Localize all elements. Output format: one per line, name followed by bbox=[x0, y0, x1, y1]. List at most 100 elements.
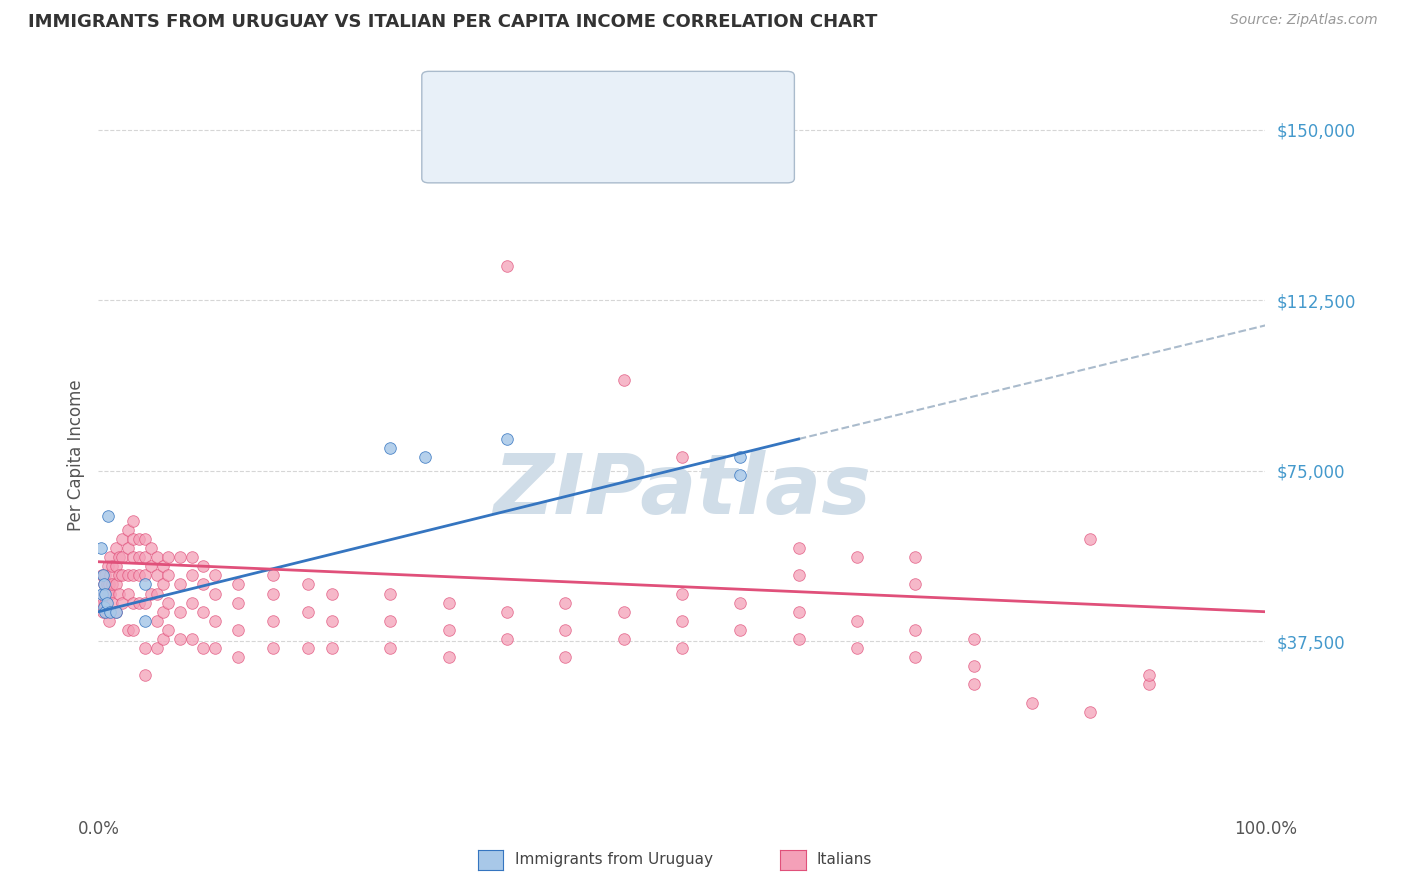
Point bbox=[93, 586, 115, 600]
Point bbox=[554, 650, 576, 665]
Point bbox=[94, 586, 117, 600]
Point bbox=[157, 568, 180, 582]
Point bbox=[962, 659, 984, 673]
Point bbox=[152, 632, 174, 646]
Point bbox=[146, 550, 169, 565]
Point bbox=[134, 550, 156, 565]
Point bbox=[98, 586, 121, 600]
Point bbox=[787, 568, 810, 582]
Point bbox=[193, 605, 215, 619]
Point bbox=[297, 577, 319, 591]
Point bbox=[787, 605, 810, 619]
Point bbox=[101, 577, 124, 591]
Point bbox=[730, 468, 752, 483]
Point bbox=[111, 596, 134, 610]
Point bbox=[128, 550, 150, 565]
Point bbox=[98, 568, 121, 582]
Point bbox=[128, 532, 150, 546]
Text: 0.534: 0.534 bbox=[541, 95, 598, 112]
Point bbox=[321, 614, 343, 628]
Point bbox=[139, 586, 162, 600]
Point bbox=[180, 568, 202, 582]
Point bbox=[94, 596, 117, 610]
Point bbox=[97, 509, 120, 524]
Point bbox=[111, 550, 134, 565]
Point bbox=[117, 623, 139, 637]
Point bbox=[554, 623, 576, 637]
Point bbox=[169, 577, 191, 591]
Point bbox=[128, 568, 150, 582]
Point bbox=[612, 632, 634, 646]
Point bbox=[146, 568, 169, 582]
Point bbox=[321, 586, 343, 600]
Point bbox=[134, 577, 156, 591]
Text: 132: 132 bbox=[651, 144, 689, 161]
Point bbox=[1137, 668, 1160, 682]
Point bbox=[495, 432, 517, 446]
Point bbox=[134, 668, 156, 682]
Text: 18: 18 bbox=[651, 95, 676, 112]
Point bbox=[671, 614, 693, 628]
Point bbox=[228, 623, 250, 637]
Point bbox=[671, 450, 693, 465]
Point bbox=[612, 373, 634, 387]
Point bbox=[122, 532, 145, 546]
Point bbox=[904, 550, 927, 565]
Point bbox=[180, 632, 202, 646]
Point bbox=[128, 596, 150, 610]
Point bbox=[962, 677, 984, 691]
Point bbox=[904, 623, 927, 637]
Point bbox=[554, 596, 576, 610]
Point bbox=[90, 541, 112, 555]
Text: N =: N = bbox=[614, 95, 654, 112]
Point bbox=[97, 577, 120, 591]
Point bbox=[101, 559, 124, 574]
Point bbox=[108, 550, 131, 565]
Point bbox=[96, 596, 118, 610]
Point bbox=[146, 614, 169, 628]
Point bbox=[228, 577, 250, 591]
Point bbox=[146, 641, 169, 656]
Point bbox=[104, 605, 127, 619]
Point bbox=[97, 614, 120, 628]
Text: N =: N = bbox=[614, 144, 654, 161]
Point bbox=[180, 596, 202, 610]
Point bbox=[904, 577, 927, 591]
Point bbox=[845, 614, 868, 628]
Point bbox=[169, 632, 191, 646]
Text: R =: R = bbox=[502, 144, 541, 161]
Point bbox=[321, 641, 343, 656]
Text: Immigrants from Uruguay: Immigrants from Uruguay bbox=[515, 853, 713, 867]
Point bbox=[495, 605, 517, 619]
Point bbox=[134, 641, 156, 656]
Point bbox=[104, 605, 127, 619]
Point bbox=[90, 586, 112, 600]
Point bbox=[193, 641, 215, 656]
Point bbox=[437, 650, 460, 665]
Point bbox=[104, 559, 127, 574]
Point bbox=[152, 559, 174, 574]
Point bbox=[90, 568, 112, 582]
Point bbox=[169, 605, 191, 619]
Text: Source: ZipAtlas.com: Source: ZipAtlas.com bbox=[1230, 13, 1378, 28]
Point bbox=[93, 600, 115, 615]
Point bbox=[117, 523, 139, 537]
Point bbox=[1080, 532, 1102, 546]
Point bbox=[111, 532, 134, 546]
Point bbox=[96, 577, 118, 591]
Point bbox=[94, 568, 117, 582]
Point bbox=[262, 568, 284, 582]
Point bbox=[104, 577, 127, 591]
Point bbox=[413, 450, 436, 465]
Point bbox=[93, 577, 115, 591]
Point bbox=[193, 559, 215, 574]
Point bbox=[97, 586, 120, 600]
Point bbox=[101, 596, 124, 610]
Point bbox=[262, 586, 284, 600]
Point bbox=[157, 596, 180, 610]
Point bbox=[378, 614, 402, 628]
Point bbox=[204, 586, 226, 600]
Point bbox=[730, 596, 752, 610]
Point bbox=[152, 577, 174, 591]
Point bbox=[108, 568, 131, 582]
